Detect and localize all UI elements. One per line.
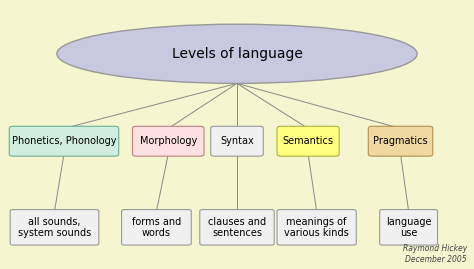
Text: all sounds,
system sounds: all sounds, system sounds: [18, 217, 91, 238]
Text: Semantics: Semantics: [283, 136, 334, 146]
FancyBboxPatch shape: [9, 126, 119, 156]
FancyBboxPatch shape: [277, 126, 339, 156]
FancyBboxPatch shape: [132, 126, 204, 156]
FancyBboxPatch shape: [10, 210, 99, 245]
FancyBboxPatch shape: [368, 126, 433, 156]
FancyBboxPatch shape: [210, 126, 264, 156]
Ellipse shape: [57, 24, 417, 83]
Text: Raymond Hickey
December 2005: Raymond Hickey December 2005: [402, 244, 467, 264]
FancyBboxPatch shape: [277, 210, 356, 245]
Text: Phonetics, Phonology: Phonetics, Phonology: [12, 136, 116, 146]
Text: forms and
words: forms and words: [132, 217, 181, 238]
FancyBboxPatch shape: [380, 210, 438, 245]
Text: Levels of language: Levels of language: [172, 47, 302, 61]
FancyBboxPatch shape: [200, 210, 274, 245]
Text: language
use: language use: [386, 217, 431, 238]
Text: Morphology: Morphology: [140, 136, 197, 146]
FancyBboxPatch shape: [121, 210, 191, 245]
Text: clauses and
sentences: clauses and sentences: [208, 217, 266, 238]
Text: meanings of
various kinds: meanings of various kinds: [284, 217, 349, 238]
Text: Pragmatics: Pragmatics: [373, 136, 428, 146]
Text: Syntax: Syntax: [220, 136, 254, 146]
